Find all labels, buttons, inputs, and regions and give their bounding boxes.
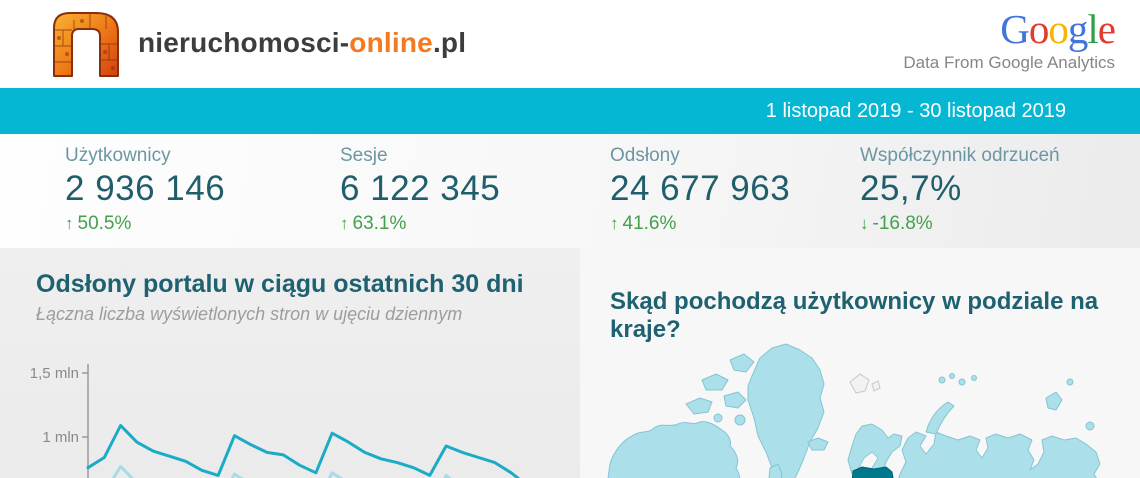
map-franz-josef-land xyxy=(938,376,946,384)
google-analytics-caption: Data From Google Analytics xyxy=(903,53,1115,72)
google-logo-letter: o xyxy=(1048,6,1068,52)
google-logo-letter: e xyxy=(1097,6,1116,52)
pageviews-panel: Odsłony portalu w ciągu ostatnich 30 dni… xyxy=(0,248,580,478)
kpi-change-value: 41.6% xyxy=(622,212,677,234)
logo-text-prefix: nieruchomosci- xyxy=(138,27,350,58)
map-iceland xyxy=(807,437,829,451)
pageviews-line-chart: 1,5 mln 1 mln xyxy=(30,364,521,478)
map-arctic-islands xyxy=(723,391,747,409)
date-range-bar: 1 listopad 2019 - 30 listopad 2019 xyxy=(0,88,1140,134)
kpi-change-value: 63.1% xyxy=(352,212,407,234)
map-franz-josef-land xyxy=(958,378,966,386)
kpi-change: ↑ 50.5% xyxy=(65,213,225,235)
brick-n-logo-icon xyxy=(53,12,119,77)
site-logo: nieruchomosci-online.pl xyxy=(44,6,466,80)
map-arctic-islands xyxy=(701,373,729,391)
map-north-america xyxy=(607,421,741,478)
kpi-sessions: Sesje 6 122 345 ↑ 63.1% xyxy=(340,145,500,235)
kpi-label: Współczynnik odrzuceń xyxy=(860,145,1060,166)
countries-map-title: Skąd pochodzą użytkownicy w podziale na … xyxy=(610,288,1099,343)
kpi-change-value: 50.5% xyxy=(77,212,132,234)
map-arctic-islands xyxy=(685,397,713,415)
chart-line-seria-pomocnicza xyxy=(111,464,452,478)
google-logo: Google xyxy=(903,6,1116,52)
kpi-label: Użytkownicy xyxy=(65,145,171,166)
map-franz-josef-land xyxy=(971,375,977,381)
kpi-bounce-rate: Współczynnik odrzuceń 25,7% ↓ -16.8% xyxy=(860,145,1060,235)
google-branding: Google Data From Google Analytics xyxy=(903,6,1116,73)
date-range-label: 1 listopad 2019 - 30 listopad 2019 xyxy=(765,100,1066,122)
map-franz-josef-land xyxy=(949,373,955,379)
kpi-value: 24 677 963 xyxy=(610,169,791,208)
down-arrow-icon: ↓ xyxy=(860,213,869,233)
map-arctic-islands xyxy=(713,413,723,423)
kpi-value: 25,7% xyxy=(860,169,962,208)
map-siberian-island xyxy=(1085,421,1095,431)
chart-line-odslony-dzienne xyxy=(86,424,521,478)
world-map xyxy=(607,343,1101,478)
up-arrow-icon: ↑ xyxy=(340,213,349,233)
kpi-change: ↑ 41.6% xyxy=(610,213,790,235)
header: nieruchomosci-online.pl Google Data From… xyxy=(0,0,1140,88)
logo-text-online: online xyxy=(349,27,433,58)
up-arrow-icon: ↑ xyxy=(610,213,619,233)
kpi-change: ↑ 63.1% xyxy=(340,213,500,235)
google-logo-letter: G xyxy=(1000,6,1030,52)
google-logo-letter: o xyxy=(1028,6,1049,52)
google-logo-letter: g xyxy=(1067,6,1088,52)
up-arrow-icon: ↑ xyxy=(65,213,74,233)
map-greenland xyxy=(747,343,825,478)
map-russia-eurasia xyxy=(898,431,1101,478)
map-svalbard xyxy=(871,380,881,392)
kpi-value: 6 122 345 xyxy=(340,169,501,208)
google-logo-letter: l xyxy=(1087,6,1098,52)
kpi-strip: Użytkownicy 2 936 146 ↑ 50.5% Sesje 6 122… xyxy=(0,134,1140,248)
y-tick-label-1500000: 1,5 mln xyxy=(30,365,79,382)
site-logo-wordmark: nieruchomosci-online.pl xyxy=(138,27,466,59)
kpi-users: Użytkownicy 2 936 146 ↑ 50.5% xyxy=(65,145,225,235)
kpi-change-value: -16.8% xyxy=(872,212,933,234)
map-uk xyxy=(768,463,783,478)
map-poland-highlight xyxy=(851,466,894,478)
logo-text-tld: .pl xyxy=(432,27,467,58)
map-svalbard xyxy=(849,373,870,394)
kpi-value: 2 936 146 xyxy=(65,169,226,208)
y-tick-label-1000000: 1 mln xyxy=(42,429,79,446)
map-arctic-islands xyxy=(734,414,746,426)
kpi-label: Sesje xyxy=(340,145,388,166)
map-arctic-islands xyxy=(729,353,755,373)
pageviews-chart-title: Odsłony portalu w ciągu ostatnich 30 dni xyxy=(36,270,524,298)
map-siberian-island xyxy=(1066,378,1074,386)
map-novaya-zemlya xyxy=(925,401,955,435)
map-severnaya-zemlya xyxy=(1045,391,1063,411)
kpi-pageviews: Odsłony 24 677 963 ↑ 41.6% xyxy=(610,145,790,235)
kpi-label: Odsłony xyxy=(610,145,680,166)
pageviews-chart-subtitle: Łączna liczba wyświetlonych stron w ujęc… xyxy=(36,304,463,324)
kpi-change: ↓ -16.8% xyxy=(860,213,1060,235)
